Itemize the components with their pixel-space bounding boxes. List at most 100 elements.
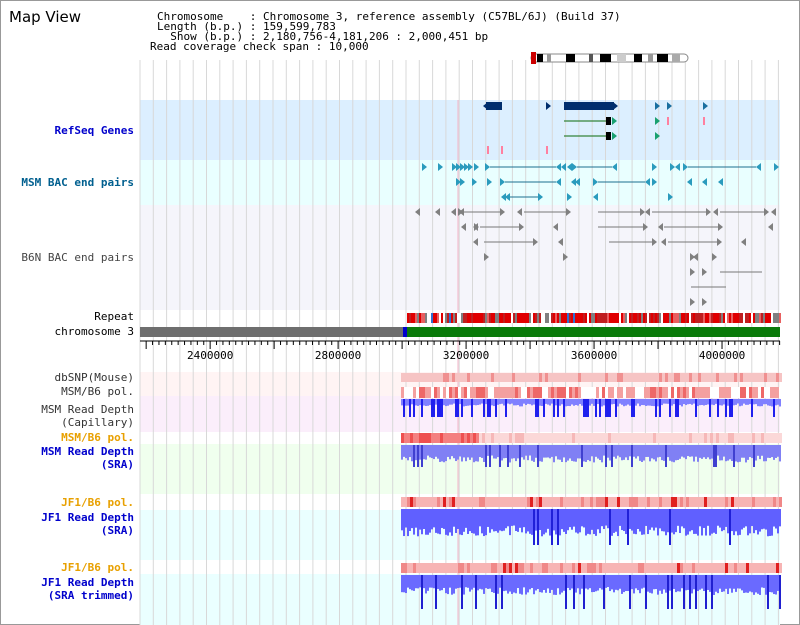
depth-bar	[535, 445, 537, 458]
depth-bar	[405, 445, 407, 459]
feature-arrow	[741, 238, 746, 246]
depth-bar	[627, 509, 629, 545]
polymorphism-cell	[683, 373, 686, 382]
depth-bar	[675, 445, 677, 461]
chromosome-track[interactable]	[140, 327, 780, 337]
polymorphism-cell	[521, 497, 524, 507]
depth-bar	[745, 509, 747, 527]
repeat-element	[633, 313, 635, 323]
depth-bar	[425, 399, 427, 406]
feature-arrow	[690, 298, 695, 306]
polymorphism-cell	[764, 497, 767, 507]
depth-bar	[455, 575, 457, 589]
depth-bar	[405, 509, 407, 528]
gene-tick	[487, 146, 489, 154]
feature-arrow	[473, 223, 478, 231]
repeat-element	[607, 313, 609, 323]
polymorphism-cell	[413, 387, 416, 398]
depth-bar	[669, 575, 671, 591]
polymorphism-cell	[617, 387, 620, 398]
polymorphism-cell	[527, 387, 530, 398]
depth-bar	[651, 399, 653, 406]
polymorphism-cell	[755, 373, 758, 382]
depth-bar	[573, 509, 575, 527]
depth-bar	[721, 445, 723, 461]
read-depth-tracks[interactable]	[401, 399, 781, 609]
polymorphism-cell	[719, 373, 722, 382]
b6n-bac-track[interactable]	[415, 208, 776, 306]
polymorphism-cell	[536, 563, 539, 573]
polymorphism-cell	[551, 373, 554, 382]
depth-bar	[401, 509, 403, 531]
depth-bar	[695, 509, 697, 534]
polymorphism-cell	[404, 373, 407, 382]
label-chromosome: chromosome 3	[55, 325, 134, 338]
polymorphism-cell	[761, 563, 764, 573]
feature-arrow	[613, 102, 618, 110]
repeat-element	[441, 313, 443, 323]
feature-arrow	[655, 102, 660, 110]
polymorphism-cell	[428, 563, 431, 573]
polymorphism-cell	[488, 387, 491, 398]
polymorphism-cell	[521, 563, 524, 573]
polymorphism-cell	[482, 563, 485, 573]
polymorphism-cell	[578, 433, 581, 443]
depth-bar	[527, 575, 529, 593]
polymorphism-cell	[698, 497, 701, 507]
chromosome-assembled	[407, 327, 780, 337]
repeat-element	[519, 313, 521, 323]
depth-bar	[707, 445, 709, 458]
depth-bar	[571, 399, 573, 405]
chromosome-ideogram[interactable]	[530, 52, 689, 64]
polymorphism-cell	[515, 373, 518, 382]
polymorphism-tracks[interactable]	[401, 373, 782, 573]
repeat-element	[487, 313, 489, 323]
depth-bar	[481, 509, 483, 534]
position-ruler[interactable]: 2400000 2800000 3200000 3600000 4000000	[140, 340, 781, 362]
refseq-genes-track[interactable]	[483, 102, 708, 154]
polymorphism-cell	[770, 433, 773, 443]
depth-bar	[459, 399, 461, 405]
polymorphism-cell	[509, 563, 512, 573]
depth-bar	[669, 445, 671, 461]
polymorphism-cell	[434, 497, 437, 507]
depth-bar	[423, 445, 425, 460]
polymorphism-cell	[656, 373, 659, 382]
ideogram-band	[537, 54, 543, 62]
depth-bar	[401, 575, 403, 593]
depth-bar	[569, 445, 571, 459]
polymorphism-cell	[548, 433, 551, 443]
repeat-element	[653, 313, 655, 323]
depth-bar	[687, 575, 689, 590]
polymorphism-cell	[746, 373, 749, 382]
label-b6n-bac[interactable]: B6N BAC end pairs	[21, 251, 134, 264]
label-msm-bac[interactable]: MSM BAC end pairs	[21, 176, 134, 189]
polymorphism-cell	[632, 497, 635, 507]
polymorphism-cell	[434, 387, 437, 398]
label-refseq-genes[interactable]: RefSeq Genes	[55, 124, 134, 137]
depth-bar	[585, 445, 587, 462]
chromosome-boundary	[403, 327, 407, 337]
depth-bar	[635, 509, 637, 535]
depth-bar	[403, 509, 405, 537]
depth-bar	[563, 399, 565, 417]
polymorphism-cell	[707, 387, 710, 398]
repeat-track[interactable]	[407, 313, 781, 323]
depth-bar	[777, 399, 779, 405]
depth-bar	[695, 399, 697, 417]
feature-arrow	[505, 193, 510, 201]
depth-bar	[447, 445, 449, 457]
depth-bar	[431, 575, 433, 588]
label-jf1-depth-sra: JF1 Read Depth	[41, 511, 134, 524]
polymorphism-cell	[698, 563, 701, 573]
msm-bac-track[interactable]	[422, 163, 779, 201]
depth-bar	[665, 575, 667, 593]
polymorphism-cell	[560, 387, 563, 398]
feature-arrow	[459, 208, 464, 216]
depth-bar	[659, 575, 661, 591]
repeat-element	[635, 313, 637, 323]
polymorphism-cell	[755, 497, 758, 507]
polymorphism-cell	[614, 497, 617, 507]
polymorphism-cell	[752, 373, 755, 382]
